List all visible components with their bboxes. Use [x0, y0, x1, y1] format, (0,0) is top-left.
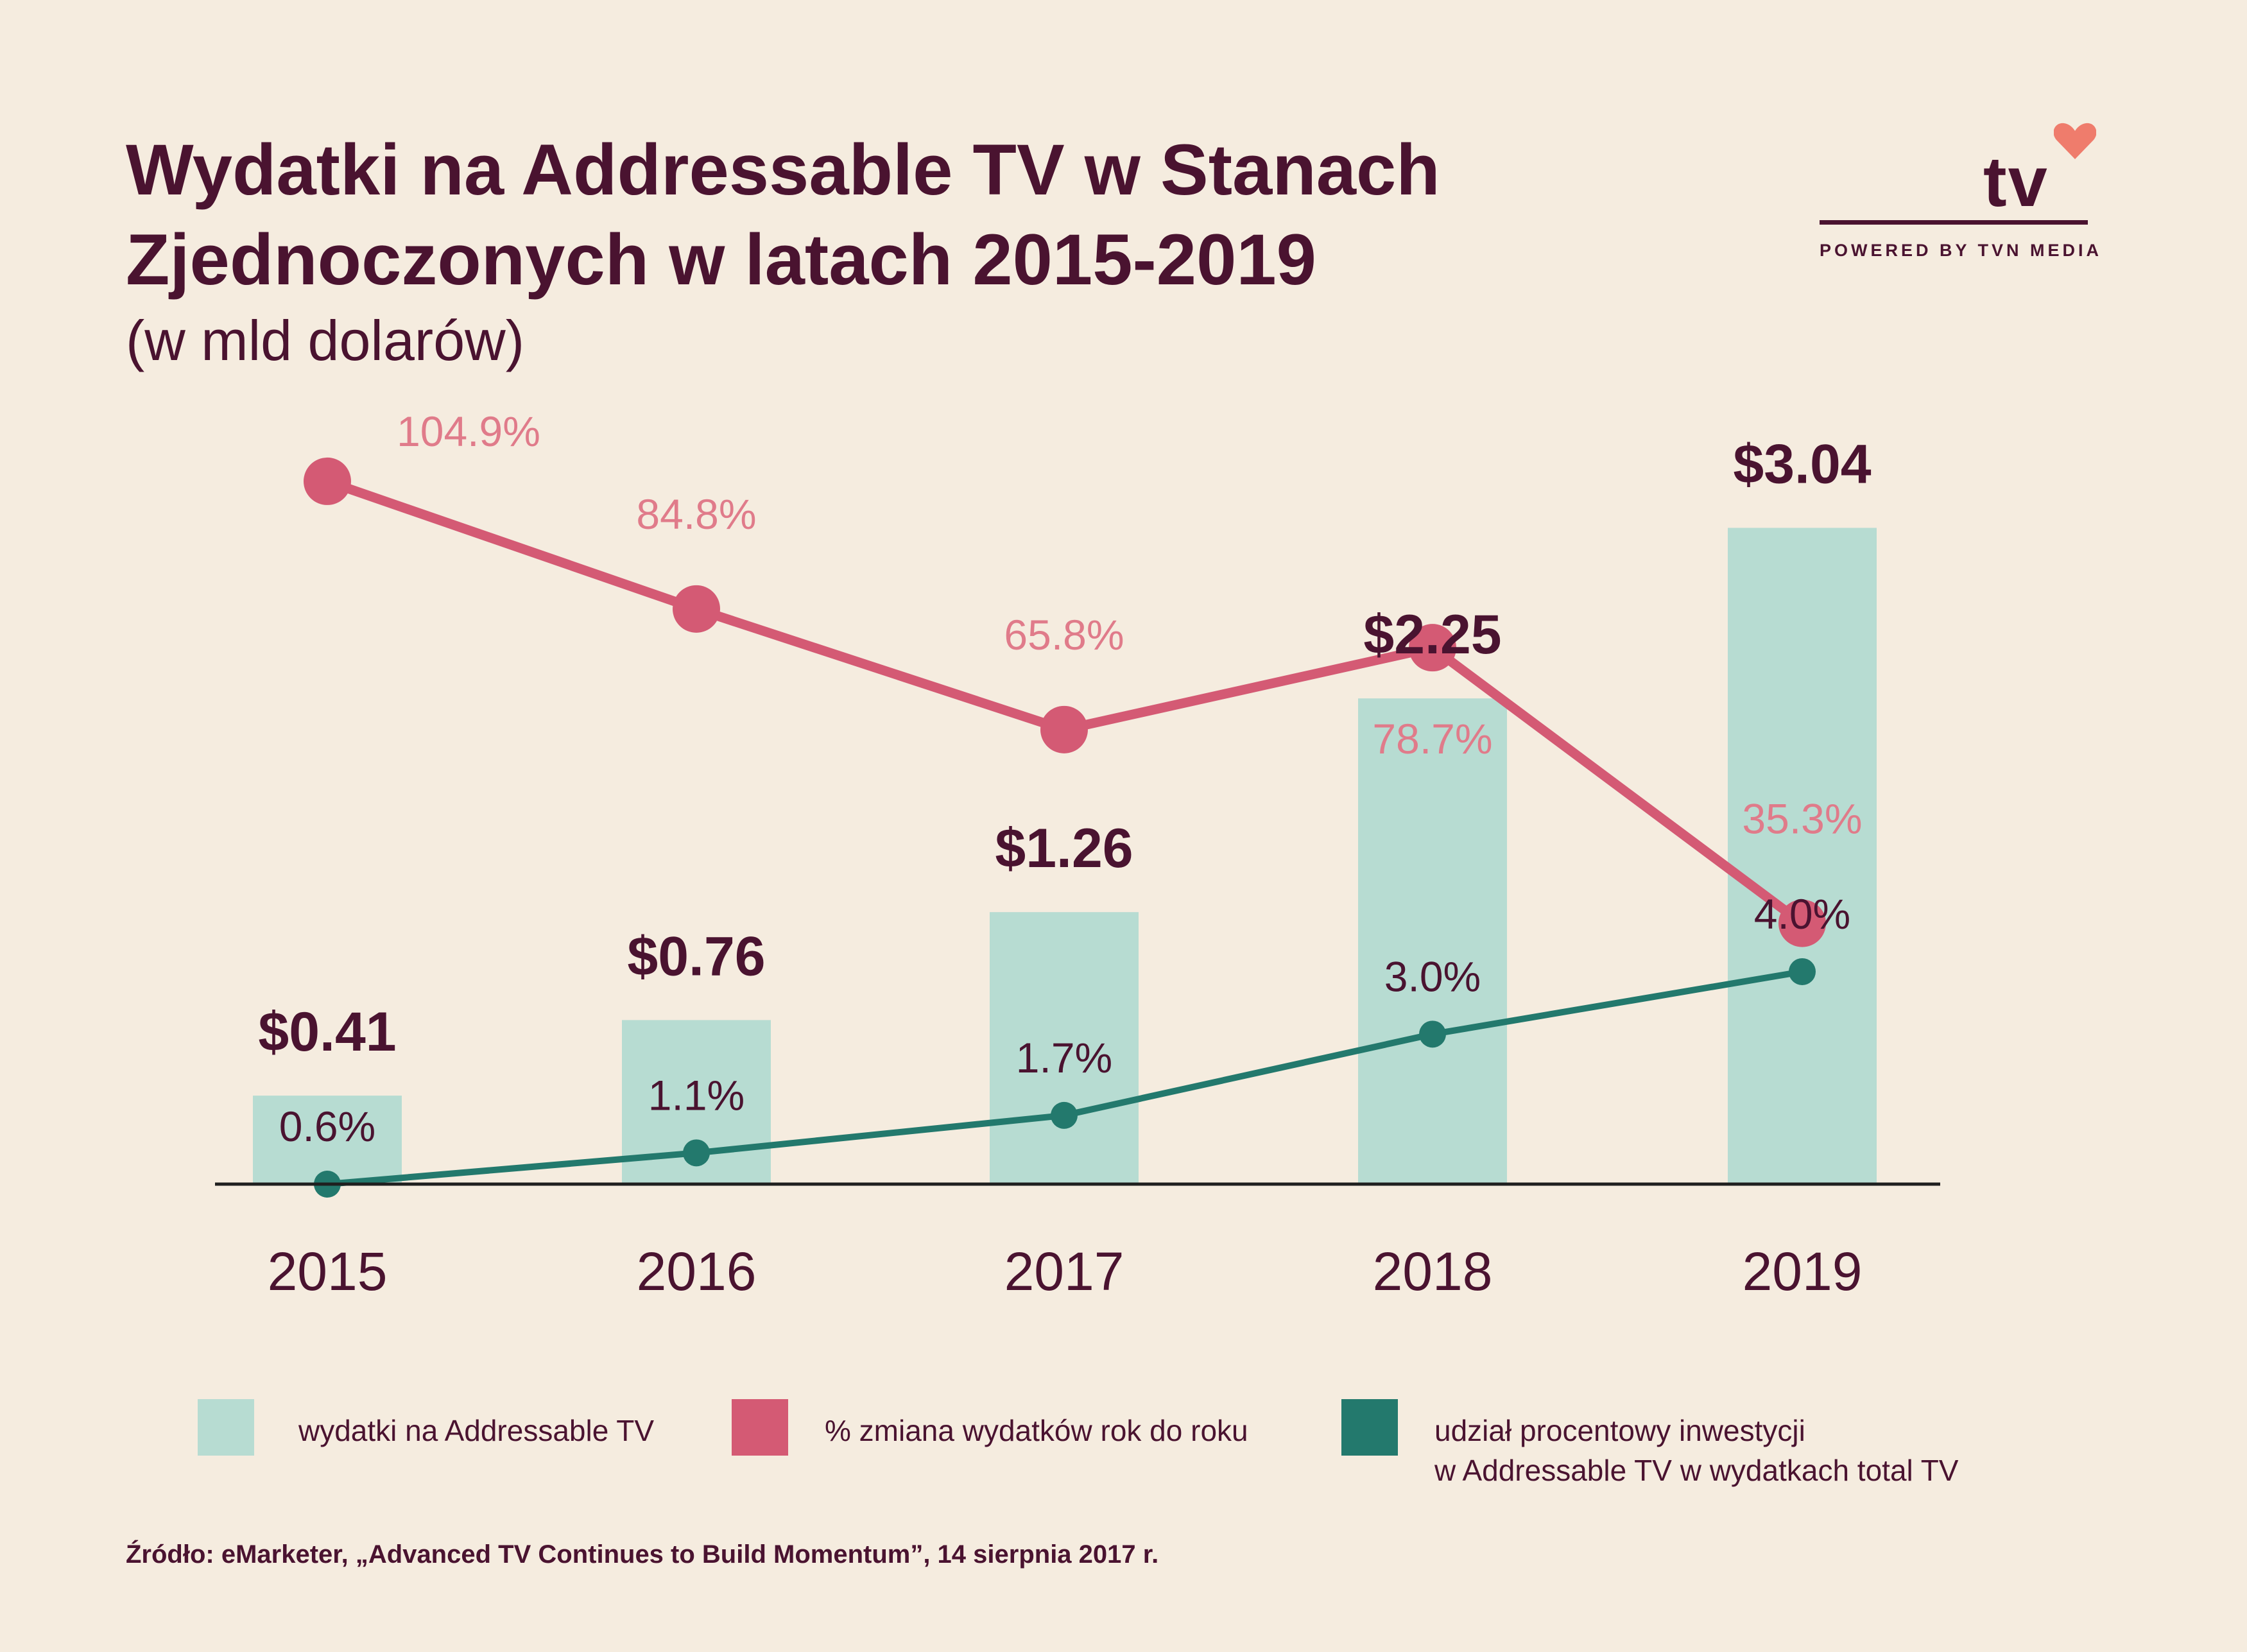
chart: $0.41 $0.76 $1.26 $2.25 $3.04 2015 2016 2017 201…: [215, 408, 1940, 1302]
bar-2018: [1358, 698, 1507, 1184]
share-label-2019: 4.0%: [1754, 890, 1850, 938]
change-point-2019: [1778, 899, 1826, 947]
change-line-group: [304, 457, 1826, 947]
share-point-2016: [683, 1139, 710, 1167]
change-point-2017: [1040, 705, 1088, 753]
bar-value-label-2019: $3.04: [1733, 433, 1871, 495]
title-line-2: Zjednoczonych w latach 2015-2019: [126, 219, 1316, 300]
share-label-2018: 3.0%: [1384, 952, 1481, 1000]
legend-label-share-line-2: w Addressable TV w wydatkach total TV: [1434, 1454, 1959, 1487]
change-label-2017: 65.8%: [1004, 611, 1124, 658]
source-note: Źródło: eMarketer, „Advanced TV Continue…: [126, 1540, 1159, 1569]
change-point-2016: [673, 585, 720, 633]
bar-value-label-2017: $1.26: [995, 818, 1133, 879]
legend: wydatki na Addressable TV % zmiana wydat…: [0, 1399, 2247, 1502]
legend-label-change: % zmiana wydatków rok do roku: [825, 1414, 1248, 1447]
bar-value-label-2015: $0.41: [258, 1001, 396, 1063]
share-point-2019: [1789, 958, 1816, 985]
logo-text: tv: [1983, 142, 2049, 221]
tvn-logo: tv POWERED BY TVN MEDIA: [1820, 122, 2103, 276]
bar-value-label-2018: $2.25: [1363, 604, 1501, 666]
share-point-2017: [1051, 1101, 1078, 1129]
bar-2017: [990, 912, 1139, 1184]
change-point-2015: [304, 457, 351, 505]
bar-2015: [253, 1096, 402, 1184]
share-label-2017: 1.7%: [1016, 1034, 1112, 1081]
heart-icon: [2054, 123, 2096, 159]
chart-subtitle: (w mld dolarów): [126, 309, 525, 372]
legend-label-bar: wydatki na Addressable TV: [298, 1414, 655, 1447]
bar-2019: [1728, 528, 1877, 1184]
legend-label-share-line-1: udział procentowy inwestycji: [1434, 1414, 1805, 1447]
bar-value-label-2016: $0.76: [627, 925, 765, 987]
share-label-2016: 1.1%: [648, 1071, 745, 1119]
legend-swatch-change: [732, 1399, 788, 1456]
logo-divider: [1820, 220, 2088, 225]
x-tick-label-2015: 2015: [268, 1241, 388, 1302]
x-tick-label-2017: 2017: [1004, 1241, 1124, 1302]
change-label-2016: 84.8%: [636, 490, 756, 538]
change-label-2019: 35.3%: [1742, 795, 1862, 843]
legend-swatch-bar: [198, 1399, 254, 1456]
labels-group: $0.41 $0.76 $1.26 $2.25 $3.04 2015 2016 2017 201…: [258, 408, 1871, 1302]
x-tick-label-2019: 2019: [1743, 1241, 1863, 1302]
share-point-2018: [1419, 1020, 1446, 1048]
change-label-2015: 104.9%: [397, 408, 540, 455]
change-label-2018: 78.7%: [1372, 715, 1492, 762]
chart-title: Wydatki na Addressable TV w Stanach Zjed…: [126, 125, 1440, 305]
change-point-2018: [1409, 624, 1456, 672]
legend-label-share: udział procentowy inwestycji w Addressab…: [1434, 1411, 1958, 1490]
x-tick-label-2016: 2016: [637, 1241, 757, 1302]
logo-powered-by: POWERED BY TVN MEDIA: [1820, 241, 2103, 260]
legend-swatch-share: [1341, 1399, 1398, 1456]
title-line-1: Wydatki na Addressable TV w Stanach: [126, 130, 1440, 210]
share-label-2015: 0.6%: [279, 1103, 375, 1150]
x-tick-label-2018: 2018: [1373, 1241, 1493, 1302]
bars-group: [253, 528, 1877, 1184]
